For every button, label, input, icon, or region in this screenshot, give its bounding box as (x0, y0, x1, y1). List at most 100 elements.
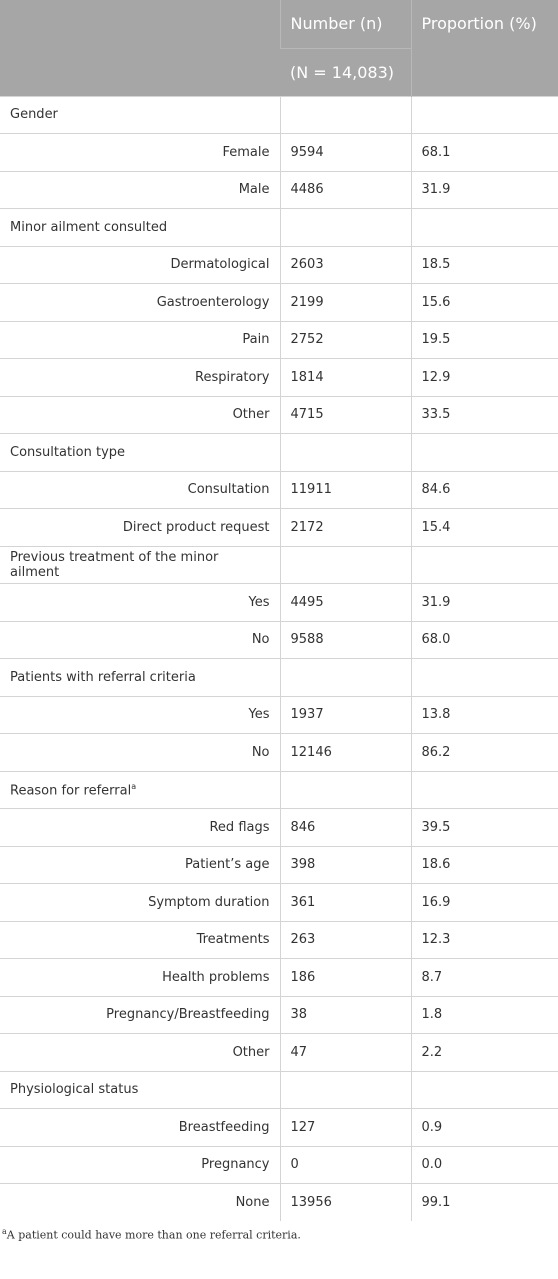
section-text: Patients with referral criteria (10, 669, 196, 685)
header-empty (0, 0, 280, 96)
item-label: Pregnancy (0, 1145, 280, 1184)
section-label: Physiological status (0, 1070, 280, 1109)
proportion-cell: 31.9 (410, 583, 558, 621)
number-cell: 1937 (279, 695, 411, 734)
item-label: Red flags (0, 808, 280, 846)
header-subcell: (N = 14,083) (280, 47, 411, 96)
number-cell: 2199 (279, 283, 411, 321)
section-text: Reason for referral (10, 782, 132, 798)
item-label: Dermatological (0, 245, 280, 284)
item-label: Breastfeeding (0, 1108, 280, 1146)
item-label: Respiratory (0, 358, 280, 396)
item-row: Direct product request 2172 15.4 (0, 508, 558, 546)
section-text: Minor ailment consulted (10, 219, 168, 235)
proportion-cell: 68.1 (410, 133, 558, 171)
proportion-cell: 2.2 (410, 1033, 558, 1071)
item-row: Health problems 186 8.7 (0, 958, 558, 996)
proportion-cell: 15.6 (410, 283, 558, 321)
empty-cell (410, 770, 558, 809)
item-label: Consultation (0, 470, 280, 509)
section-label: Consultation type (0, 433, 280, 471)
section-label: Minor ailment consulted (0, 208, 280, 246)
item-row: No 9588 68.0 (0, 620, 558, 659)
table-body: Gender Female 9594 68.1 Male 4486 31.9 Minor ai… (0, 95, 558, 1221)
data-table: Number (n) Proportion (%) (N = 14,083) G… (0, 0, 558, 1221)
item-row: Respiratory 1814 12.9 (0, 358, 558, 396)
item-row: Gastroenterology 2199 15.6 (0, 283, 558, 321)
item-row: Other 47 2.2 (0, 1033, 558, 1071)
item-row: Red flags 846 39.5 (0, 808, 558, 846)
proportion-cell: 31.9 (410, 170, 558, 209)
section-text: Physiological status (10, 1082, 139, 1098)
header-cell: Number (n) (279, 0, 411, 48)
empty-cell (279, 208, 411, 246)
section-row: Minor ailment consulted (0, 208, 558, 246)
empty-cell (410, 95, 558, 134)
proportion-cell: 86.2 (410, 733, 558, 771)
item-row: Dermatological 2603 18.5 (0, 245, 558, 284)
footnote: aA patient could have more than one refe… (0, 1221, 558, 1248)
number-cell: 9588 (279, 620, 411, 659)
item-label: No (0, 733, 280, 771)
proportion-cell: 0.9 (410, 1108, 558, 1146)
proportion-cell: 12.3 (410, 920, 558, 959)
section-row: Previous treatment of the minor ailment (0, 545, 558, 584)
number-cell: 127 (279, 1108, 411, 1146)
proportion-cell: 8.7 (410, 958, 558, 996)
number-cell: 4486 (279, 170, 411, 209)
item-row: No 12146 86.2 (0, 733, 558, 771)
proportion-cell: 1.8 (410, 995, 558, 1034)
number-cell: 361 (279, 883, 411, 921)
number-cell: 47 (279, 1033, 411, 1071)
section-row: Physiological status (0, 1070, 558, 1109)
section-row: Gender (0, 95, 558, 134)
empty-cell (410, 658, 558, 696)
proportion-cell: 39.5 (410, 808, 558, 846)
item-label: Gastroenterology (0, 283, 280, 321)
item-row: Pregnancy 0 0.0 (0, 1145, 558, 1184)
number-cell: 13956 (279, 1183, 411, 1221)
item-row: Female 9594 68.1 (0, 133, 558, 171)
item-label: Direct product request (0, 508, 280, 546)
item-row: Yes 1937 13.8 (0, 695, 558, 734)
proportion-cell: 68.0 (410, 620, 558, 659)
empty-cell (279, 770, 411, 809)
number-cell: 1814 (279, 358, 411, 396)
table-header: Number (n) Proportion (%) (N = 14,083) (0, 0, 558, 96)
section-label: Patients with referral criteria (0, 658, 280, 696)
item-row: None 13956 99.1 (0, 1183, 558, 1221)
empty-cell (279, 1070, 411, 1109)
item-row: Patient’s age 398 18.6 (0, 845, 558, 884)
item-label: Other (0, 395, 280, 434)
section-label: Reason for referrala (0, 770, 280, 809)
item-row: Pain 2752 19.5 (0, 320, 558, 359)
empty-cell (410, 1070, 558, 1109)
proportion-cell: 84.6 (410, 470, 558, 509)
empty-cell (279, 545, 411, 584)
section-row: Reason for referrala (0, 770, 558, 809)
number-cell: 2752 (279, 320, 411, 359)
item-label: Male (0, 170, 280, 209)
item-label: Yes (0, 695, 280, 734)
number-cell: 263 (279, 920, 411, 959)
proportion-cell: 16.9 (410, 883, 558, 921)
header-cell: Proportion (%) (410, 0, 558, 96)
section-label: Gender (0, 95, 280, 134)
item-label: Treatments (0, 920, 280, 959)
section-text: Previous treatment of the minor ailment (10, 549, 219, 580)
section-text: Gender (10, 107, 58, 123)
item-row: Male 4486 31.9 (0, 170, 558, 209)
number-cell: 9594 (279, 133, 411, 171)
item-row: Other 4715 33.5 (0, 395, 558, 434)
number-cell: 12146 (279, 733, 411, 771)
footnote-mark: a (2, 1227, 7, 1236)
item-label: Patient’s age (0, 845, 280, 884)
footnote-text: A patient could have more than one refer… (6, 1228, 301, 1242)
item-label: Other (0, 1033, 280, 1071)
item-row: Yes 4495 31.9 (0, 583, 558, 621)
item-label: No (0, 620, 280, 659)
proportion-cell: 19.5 (410, 320, 558, 359)
empty-cell (410, 545, 558, 584)
item-label: Pain (0, 320, 280, 359)
